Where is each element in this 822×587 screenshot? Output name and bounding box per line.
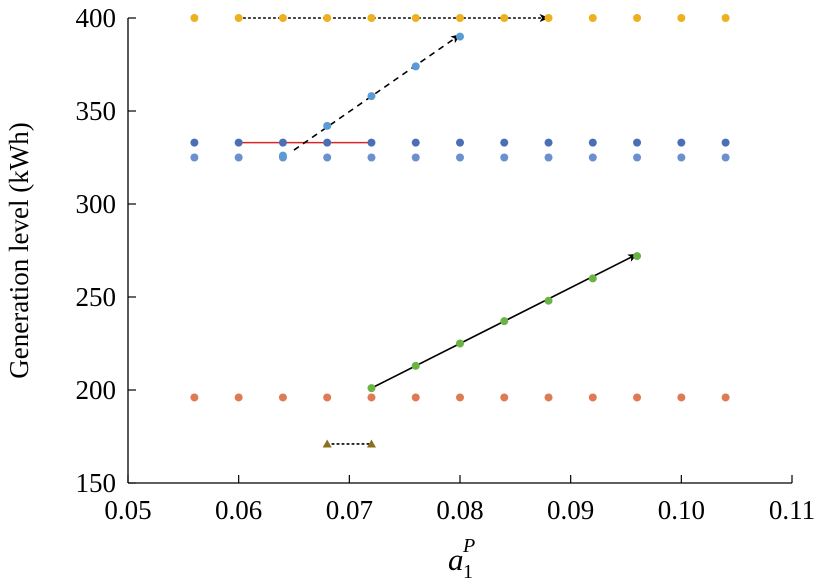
data-point [411, 138, 420, 147]
data-point [721, 393, 730, 402]
data-point [411, 62, 420, 71]
y-axis-ticks: 150 200 250 300 350 400 [76, 3, 136, 498]
data-point [500, 138, 509, 147]
data-point [234, 14, 243, 22]
data-point [633, 14, 642, 22]
data-point [588, 393, 597, 402]
data-point [190, 14, 199, 22]
data-point [190, 153, 199, 162]
y-tick-label: 150 [76, 468, 117, 498]
data-point [588, 14, 597, 22]
y-axis-title: Generation level (kWh) [4, 122, 34, 378]
y-tick-label: 250 [76, 282, 117, 312]
data-point [190, 138, 199, 147]
y-tick-label: 300 [76, 189, 117, 219]
data-point [500, 317, 509, 326]
data-point [456, 138, 464, 147]
data-point [677, 14, 686, 22]
data-point [456, 32, 464, 41]
data-point [500, 393, 509, 402]
x-axis-title-base: a [448, 542, 464, 577]
data-point [323, 138, 332, 147]
data-point [278, 14, 287, 22]
y-tick-label: 350 [76, 96, 117, 126]
data-point [500, 14, 509, 22]
data-point [323, 153, 332, 162]
data-point [633, 252, 642, 261]
x-axis-title-subscript: 1 [463, 561, 473, 583]
data-point [234, 393, 243, 402]
data-point [367, 153, 376, 162]
data-point [633, 138, 642, 147]
x-tick-label: 0.05 [104, 495, 151, 525]
data-point [588, 153, 597, 162]
data-point [456, 339, 464, 348]
y-tick-label: 200 [76, 375, 117, 405]
data-point [411, 153, 420, 162]
axes [127, 18, 792, 484]
data-point [456, 393, 464, 402]
data-point [366, 439, 376, 448]
x-tick-label: 0.08 [436, 495, 483, 525]
data-point [234, 153, 243, 162]
data-point [367, 393, 376, 402]
x-tick-label: 0.07 [326, 495, 373, 525]
data-point [721, 138, 730, 147]
data-points [190, 14, 730, 448]
data-point [633, 153, 642, 162]
y-tick-label: 400 [76, 3, 117, 33]
data-point [500, 153, 509, 162]
data-point [322, 439, 332, 448]
data-point [323, 393, 332, 402]
data-point [456, 14, 464, 22]
annotation-lines [237, 14, 638, 445]
data-point [456, 153, 464, 162]
data-point [544, 153, 553, 162]
data-point [411, 14, 420, 22]
data-point [367, 92, 376, 101]
x-axis-ticks: 0.05 0.06 0.07 0.08 0.09 0.10 0.11 [104, 475, 815, 525]
data-point [234, 138, 243, 147]
data-point [588, 138, 597, 147]
data-point [721, 14, 730, 22]
data-point [544, 393, 553, 402]
data-point [721, 153, 730, 162]
data-point [278, 138, 287, 147]
x-axis-title-superscript: P [462, 535, 475, 557]
data-point [411, 393, 420, 402]
x-tick-label: 0.10 [658, 495, 705, 525]
data-point [677, 153, 686, 162]
data-point [190, 393, 199, 402]
data-point [677, 393, 686, 402]
x-tick-label: 0.06 [215, 495, 262, 525]
data-point [633, 393, 642, 402]
data-point [367, 14, 376, 22]
annotation-line [293, 34, 461, 151]
x-tick-label: 0.11 [769, 495, 815, 525]
data-point [278, 151, 287, 160]
data-point [323, 14, 332, 22]
data-point [323, 121, 332, 130]
data-point [278, 393, 287, 402]
data-point [367, 384, 376, 393]
x-tick-label: 0.09 [547, 495, 594, 525]
data-point [588, 274, 597, 283]
data-point [544, 14, 553, 22]
data-point [677, 138, 686, 147]
data-point [367, 138, 376, 147]
data-point [544, 296, 553, 305]
x-axis-title: a P 1 [448, 535, 475, 583]
data-point [544, 138, 553, 147]
data-point [411, 361, 420, 370]
